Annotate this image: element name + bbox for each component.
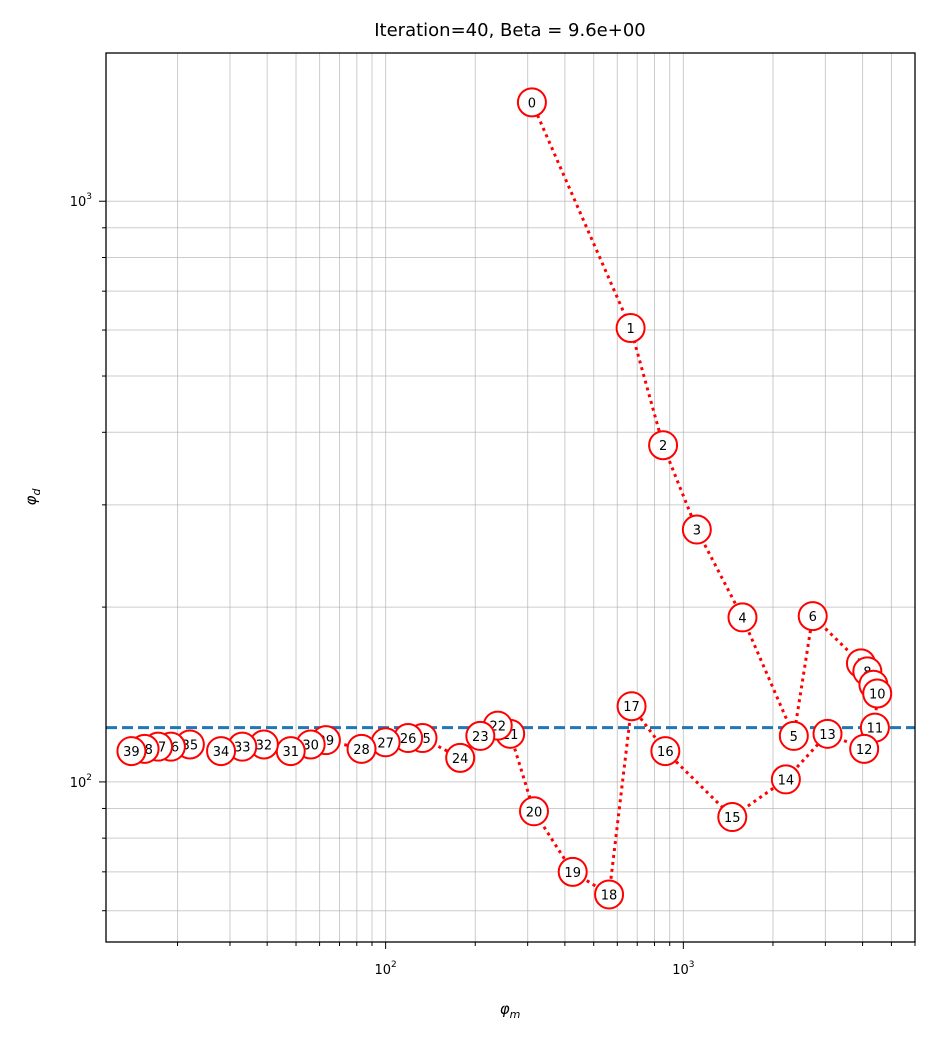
data-point: [849, 733, 880, 764]
data-point-label: 5: [790, 730, 798, 745]
data-point: [812, 718, 843, 749]
data-point-label: 11: [867, 722, 884, 737]
data-point-label: 39: [123, 745, 140, 760]
x-tick-label: 103: [672, 960, 694, 978]
data-point-label: 32: [256, 738, 273, 753]
data-point: [862, 678, 893, 709]
x-tick-label: 102: [374, 960, 396, 978]
data-point: [557, 856, 588, 887]
grid-lines: [106, 53, 916, 942]
plot-frame: [105, 52, 916, 943]
data-point: [648, 430, 679, 461]
data-point-label: 23: [472, 730, 489, 745]
data-point: [445, 742, 476, 773]
data-point-label: 1: [626, 322, 634, 337]
data-point-label: 27: [377, 736, 394, 751]
data-point: [681, 514, 712, 545]
data-point-label: 24: [452, 752, 469, 767]
y-tick-label: 103: [70, 192, 92, 210]
data-point-label: 16: [657, 745, 674, 760]
data-point-label: 13: [819, 728, 836, 743]
markers-layer: 0123456789101112131415161718192021222324…: [116, 87, 893, 910]
data-point-label: 0: [528, 96, 536, 111]
data-point-label: 10: [869, 687, 886, 702]
data-point: [206, 736, 237, 767]
chart-title: Iteration=40, Beta = 9.6e+00: [374, 20, 646, 41]
data-point-label: 30: [302, 738, 319, 753]
data-point-label: 4: [738, 611, 746, 626]
data-point: [518, 796, 549, 827]
data-point: [346, 733, 377, 764]
y-tick-label: 102: [70, 773, 92, 791]
data-point: [516, 87, 547, 118]
tick-labels-layer: 102 103 102 103: [70, 192, 695, 978]
series-layer: [131, 101, 879, 897]
x-axis-label: φm: [500, 1000, 521, 1021]
data-point: [594, 879, 625, 910]
data-point-label: 20: [526, 805, 543, 820]
data-point: [717, 802, 748, 833]
data-point: [650, 736, 681, 767]
data-point: [616, 691, 647, 722]
data-point: [465, 720, 496, 751]
ticks-layer: [99, 200, 916, 949]
data-point-label: 6: [809, 610, 817, 625]
data-point-label: 17: [623, 700, 640, 715]
data-point-label: 18: [601, 888, 618, 903]
data-point: [770, 764, 801, 795]
data-point-label: 3: [693, 524, 701, 539]
data-point-label: 31: [282, 745, 299, 760]
data-point-label: 19: [564, 866, 581, 881]
y-axis-label: φd: [22, 488, 43, 506]
data-point-label: 35: [182, 738, 199, 753]
data-point: [615, 312, 646, 343]
data-point: [727, 602, 758, 633]
series-line: [131, 101, 879, 897]
data-point-label: 2: [659, 439, 667, 454]
data-point: [116, 736, 147, 767]
data-point-label: 15: [724, 811, 741, 826]
data-point-label: 26: [400, 732, 417, 747]
data-point-label: 12: [856, 743, 873, 758]
data-point-label: 14: [778, 773, 795, 788]
data-point: [797, 601, 828, 632]
data-point-label: 33: [234, 741, 251, 756]
data-point: [778, 720, 809, 751]
data-point-label: 28: [353, 743, 370, 758]
data-point-label: 34: [213, 745, 230, 760]
